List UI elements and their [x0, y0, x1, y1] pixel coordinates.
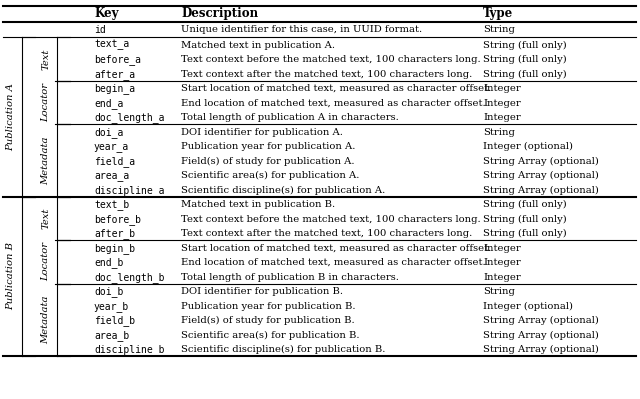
Text: after_a: after_a: [94, 69, 135, 80]
Text: Integer (optional): Integer (optional): [483, 142, 573, 151]
Text: doc_length_b: doc_length_b: [94, 272, 164, 282]
Text: Scientific area(s) for publication B.: Scientific area(s) for publication B.: [181, 331, 360, 340]
Text: String Array (optional): String Array (optional): [483, 156, 599, 166]
Text: end_a: end_a: [94, 98, 124, 109]
Text: Matched text in publication A.: Matched text in publication A.: [181, 41, 335, 49]
Text: Text context after the matched text, 100 characters long.: Text context after the matched text, 100…: [181, 229, 472, 238]
Text: DOI identifier for publication B.: DOI identifier for publication B.: [181, 287, 343, 296]
Text: DOI identifier for publication A.: DOI identifier for publication A.: [181, 128, 343, 136]
Text: String Array (optional): String Array (optional): [483, 171, 599, 180]
Text: String Array (optional): String Array (optional): [483, 186, 599, 195]
Text: Unique identifier for this case, in UUID format.: Unique identifier for this case, in UUID…: [181, 26, 422, 34]
Text: Publication year for publication A.: Publication year for publication A.: [181, 142, 355, 151]
Text: before_b: before_b: [94, 214, 141, 225]
Text: Start location of matched text, measured as character offset.: Start location of matched text, measured…: [181, 84, 492, 93]
Text: String Array (optional): String Array (optional): [483, 345, 599, 354]
Text: begin_a: begin_a: [94, 83, 135, 94]
Text: Publication B: Publication B: [6, 243, 15, 310]
Text: Text: Text: [42, 48, 51, 69]
Text: area_a: area_a: [94, 171, 129, 181]
Text: Locator: Locator: [42, 243, 51, 281]
Text: String Array (optional): String Array (optional): [483, 331, 599, 340]
Text: Field(s) of study for publication A.: Field(s) of study for publication A.: [181, 156, 355, 166]
Text: String: String: [483, 287, 515, 296]
Text: doi_a: doi_a: [94, 127, 124, 138]
Text: Type: Type: [483, 8, 513, 20]
Text: String (full only): String (full only): [483, 55, 567, 64]
Text: doc_length_a: doc_length_a: [94, 112, 164, 123]
Text: Total length of publication B in characters.: Total length of publication B in charact…: [181, 273, 399, 282]
Text: String (full only): String (full only): [483, 229, 567, 238]
Text: String (full only): String (full only): [483, 69, 567, 79]
Text: Integer: Integer: [483, 113, 521, 122]
Text: text_a: text_a: [94, 40, 129, 50]
Text: field_b: field_b: [94, 315, 135, 326]
Text: Start location of matched text, measured as character offset.: Start location of matched text, measured…: [181, 244, 492, 253]
Text: Text context before the matched text, 100 characters long.: Text context before the matched text, 10…: [181, 55, 481, 64]
Text: Description: Description: [181, 8, 258, 20]
Text: Integer (optional): Integer (optional): [483, 302, 573, 311]
Text: end_b: end_b: [94, 257, 124, 268]
Text: Integer: Integer: [483, 244, 521, 253]
Text: String (full only): String (full only): [483, 215, 567, 224]
Text: String: String: [483, 26, 515, 34]
Text: End location of matched text, measured as character offset.: End location of matched text, measured a…: [181, 258, 486, 267]
Text: Integer: Integer: [483, 258, 521, 267]
Text: Field(s) of study for publication B.: Field(s) of study for publication B.: [181, 316, 355, 325]
Text: Publication year for publication B.: Publication year for publication B.: [181, 302, 355, 311]
Text: year_b: year_b: [94, 301, 129, 312]
Text: discipline_a: discipline_a: [94, 185, 164, 196]
Text: after_b: after_b: [94, 228, 135, 239]
Text: Scientific discipline(s) for publication A.: Scientific discipline(s) for publication…: [181, 186, 385, 195]
Text: Matched text in publication B.: Matched text in publication B.: [181, 200, 335, 209]
Text: Key: Key: [94, 8, 118, 20]
Text: Locator: Locator: [42, 83, 51, 122]
Text: field_a: field_a: [94, 156, 135, 167]
Text: year_a: year_a: [94, 142, 129, 152]
Text: Metadata: Metadata: [42, 296, 51, 344]
Text: End location of matched text, measured as character offset.: End location of matched text, measured a…: [181, 99, 486, 108]
Text: discipline_b: discipline_b: [94, 344, 164, 355]
Text: String (full only): String (full only): [483, 200, 567, 209]
Text: Text context before the matched text, 100 characters long.: Text context before the matched text, 10…: [181, 215, 481, 224]
Text: Text: Text: [42, 208, 51, 229]
Text: Publication A: Publication A: [6, 83, 15, 151]
Text: Scientific area(s) for publication A.: Scientific area(s) for publication A.: [181, 171, 360, 180]
Text: text_b: text_b: [94, 199, 129, 210]
Text: String: String: [483, 128, 515, 136]
Text: Text context after the matched text, 100 characters long.: Text context after the matched text, 100…: [181, 70, 472, 79]
Text: Integer: Integer: [483, 84, 521, 93]
Text: Metadata: Metadata: [42, 136, 51, 185]
Text: begin_b: begin_b: [94, 243, 135, 254]
Text: area_b: area_b: [94, 330, 129, 341]
Text: id: id: [94, 25, 106, 35]
Text: Total length of publication A in characters.: Total length of publication A in charact…: [181, 113, 399, 122]
Text: Scientific discipline(s) for publication B.: Scientific discipline(s) for publication…: [181, 345, 385, 354]
Text: Integer: Integer: [483, 273, 521, 282]
Text: String Array (optional): String Array (optional): [483, 316, 599, 325]
Text: Integer: Integer: [483, 99, 521, 108]
Text: doi_b: doi_b: [94, 286, 124, 297]
Text: before_a: before_a: [94, 54, 141, 65]
Text: String (full only): String (full only): [483, 41, 567, 50]
